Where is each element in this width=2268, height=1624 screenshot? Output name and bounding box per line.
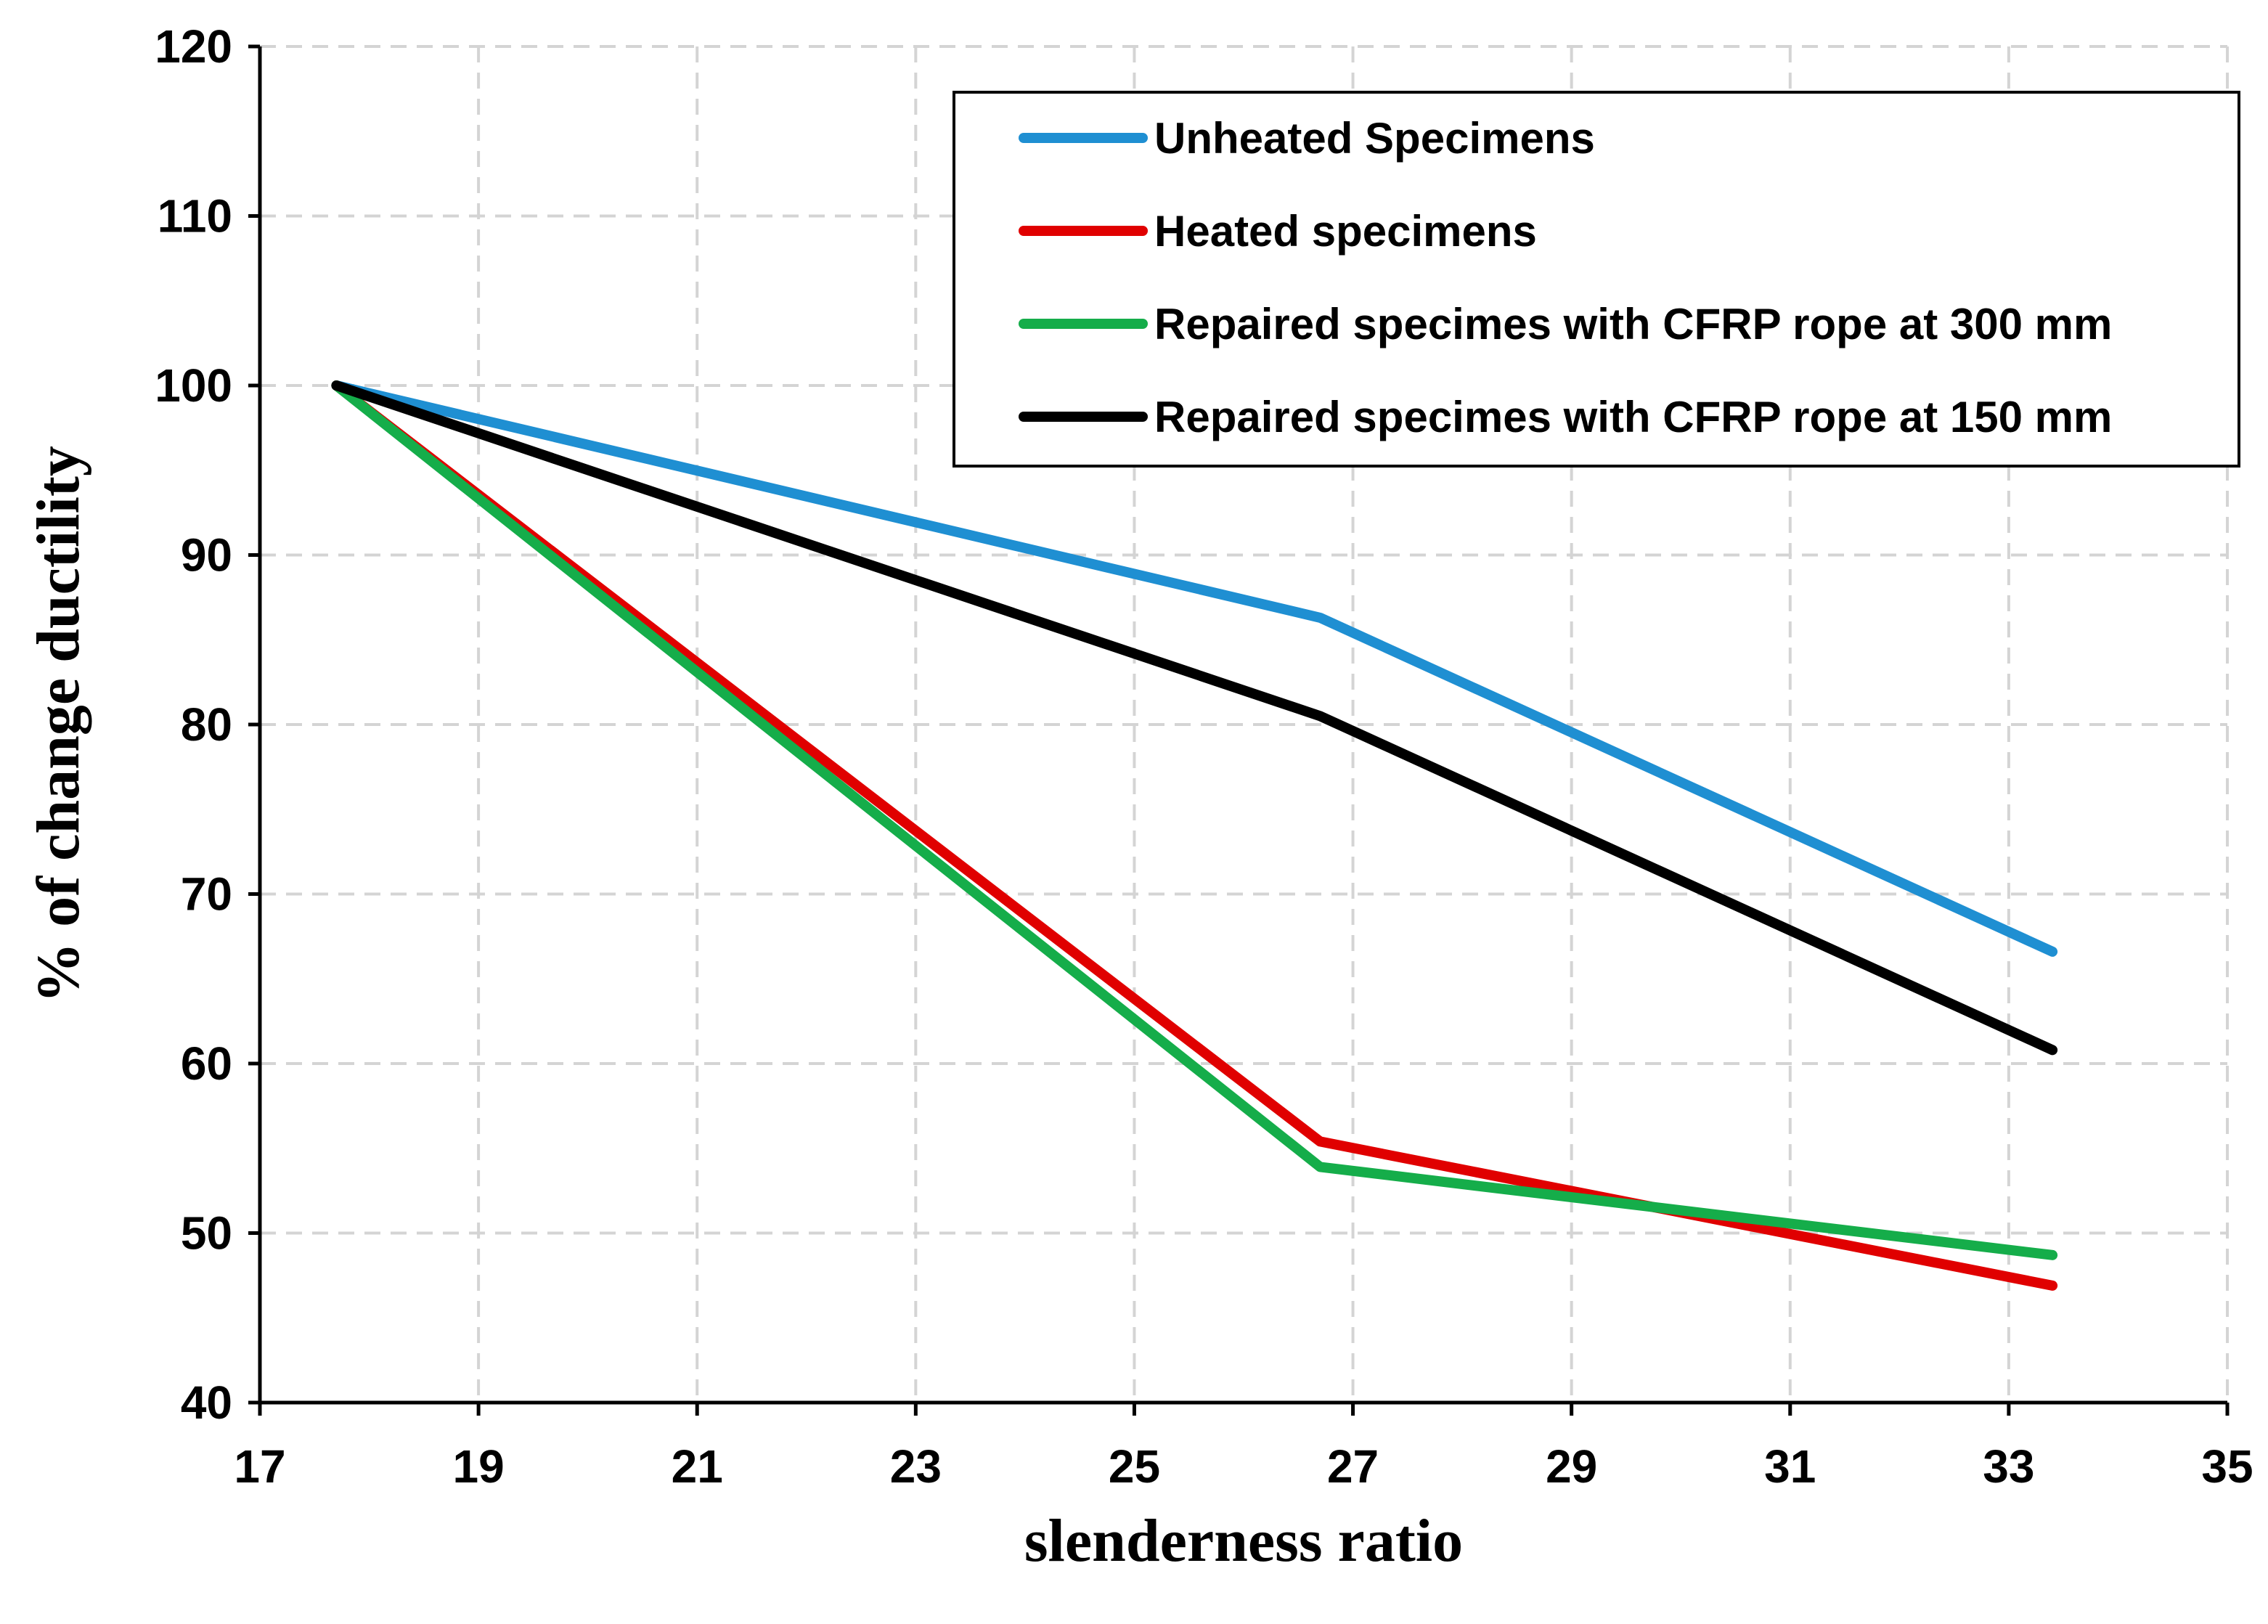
grid: [260, 45, 2229, 1403]
y-tick-label: 50: [181, 1207, 232, 1260]
x-tick-label: 27: [1327, 1440, 1379, 1493]
series-line-4: [331, 380, 2058, 1056]
series-lines: [331, 380, 2058, 1291]
legend-box: [953, 91, 2240, 468]
series-line-2: [331, 380, 2058, 1291]
x-tick-label: 35: [2201, 1440, 2253, 1493]
y-axis-title: % of change ductility: [25, 446, 92, 1003]
series-line-1: [331, 380, 2058, 957]
x-axis-title: slenderness ratio: [1024, 1507, 1463, 1575]
y-tick-label: 90: [181, 529, 232, 582]
x-tick-label: 25: [1109, 1440, 1160, 1493]
x-tick-label: 21: [672, 1440, 723, 1493]
legend-label: Repaired specimes with CFRP rope at 300 …: [1154, 300, 2112, 348]
x-tick-label: 31: [1764, 1440, 1816, 1493]
x-tick-label: 17: [234, 1440, 285, 1493]
y-tick-label: 110: [158, 190, 232, 242]
y-tick-label: 80: [181, 698, 232, 751]
legend: Unheated Specimens Heated specimens Repair…: [953, 91, 2240, 468]
y-tick-label: 70: [181, 868, 232, 921]
x-tick-label: 33: [1983, 1440, 2034, 1493]
x-tick-label: 29: [1546, 1440, 1597, 1493]
y-tick-label: 120: [155, 20, 232, 73]
legend-label: Unheated Specimens: [1154, 114, 1595, 163]
legend-label: Heated specimens: [1154, 207, 1537, 256]
y-tick-label: 100: [155, 359, 232, 412]
y-tick-label: 60: [181, 1037, 232, 1090]
x-tick-label: 23: [890, 1440, 942, 1493]
tick-labels: 40 50 60 70 80 90 100 110 120 17 19 21 23 25 27 29 31 33 3…: [155, 20, 2253, 1493]
legend-label: Repaired specimes with CFRP rope at 150 …: [1154, 393, 2112, 441]
y-tick-label: 40: [181, 1376, 232, 1429]
x-tick-label: 19: [453, 1440, 505, 1493]
series-line-3: [331, 380, 2058, 1260]
